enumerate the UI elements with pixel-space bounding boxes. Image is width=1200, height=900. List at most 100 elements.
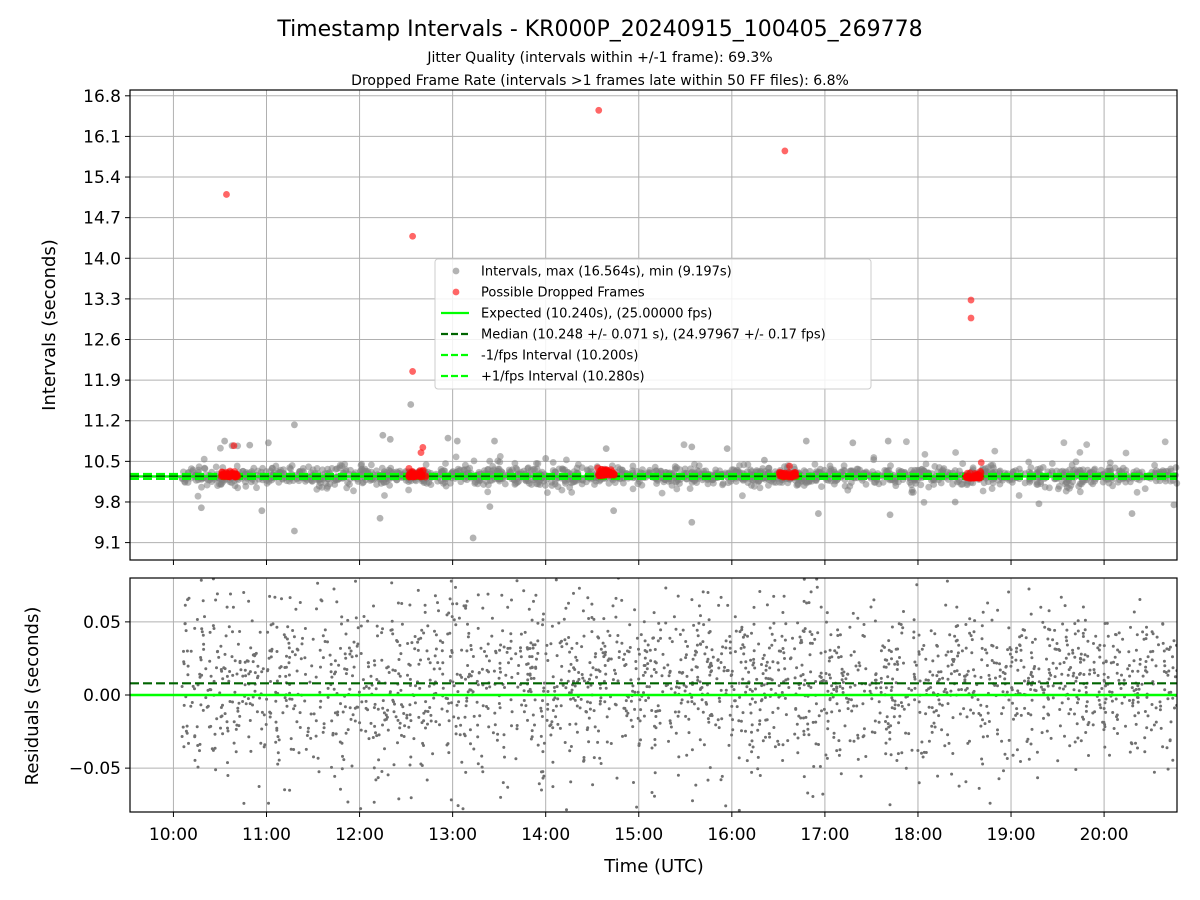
residual-point [798, 635, 802, 639]
residual-point [560, 639, 563, 643]
residual-point [748, 702, 752, 706]
residual-point [710, 712, 713, 716]
residual-point [884, 686, 888, 690]
residual-point [739, 646, 743, 650]
residual-point [584, 710, 588, 713]
interval-point [673, 485, 681, 493]
residual-point [945, 691, 949, 695]
residual-point [1096, 674, 1100, 677]
residual-point [1088, 672, 1091, 676]
residual-point [1130, 742, 1134, 746]
residual-point [733, 615, 737, 619]
residual-point [448, 631, 452, 635]
interval-outlier-point [197, 504, 205, 512]
residual-point [900, 751, 904, 755]
interval-point [216, 480, 223, 488]
dropped-frame-point [405, 473, 413, 481]
residual-point [591, 666, 595, 670]
residual-point [262, 745, 266, 749]
residual-point [955, 669, 959, 673]
residual-point [802, 733, 806, 737]
residual-point [653, 738, 657, 741]
residual-point [835, 689, 839, 693]
residual-point [918, 679, 922, 683]
residual-point [344, 672, 348, 676]
interval-point [1099, 478, 1107, 486]
residual-point [493, 711, 497, 715]
residual-point [596, 635, 600, 639]
residual-point [294, 607, 298, 611]
residual-point [891, 677, 895, 681]
residual-point [633, 608, 637, 612]
residual-point [276, 762, 280, 766]
residual-point [287, 661, 291, 665]
residual-point [514, 757, 518, 761]
residual-point [849, 653, 853, 657]
residual-point [486, 592, 490, 596]
residual-point [937, 698, 941, 702]
residual-point [1096, 646, 1100, 650]
residual-point [957, 784, 961, 788]
residual-point [181, 725, 185, 729]
residual-point [717, 696, 721, 700]
residual-point [184, 629, 188, 633]
residual-point [1012, 717, 1015, 721]
residual-point [436, 601, 439, 605]
residual-point [376, 634, 379, 638]
residual-point [711, 655, 715, 659]
residual-point [437, 609, 440, 613]
residual-point [826, 719, 830, 723]
residual-point [1100, 687, 1104, 690]
residual-point [221, 677, 225, 681]
residual-point [987, 673, 991, 677]
residual-point [392, 763, 396, 767]
residual-point [457, 700, 461, 704]
residual-point [873, 619, 877, 623]
residual-point [994, 676, 997, 680]
interval-point [818, 483, 825, 490]
residual-point [825, 611, 829, 615]
interval-point [533, 460, 540, 467]
residual-point [702, 743, 706, 747]
interval-point [844, 486, 852, 494]
residual-point [1066, 673, 1070, 677]
residual-point [1144, 637, 1148, 641]
residual-point [1003, 677, 1007, 681]
residual-point [1065, 639, 1069, 643]
residual-point [936, 654, 940, 658]
residual-point [355, 654, 358, 658]
residual-point [406, 642, 410, 645]
residual-point [498, 666, 502, 670]
residual-point [441, 686, 445, 690]
residual-point [996, 684, 999, 688]
residual-point [1007, 590, 1011, 594]
residual-point [529, 690, 533, 694]
residual-point [288, 655, 292, 659]
legend-entry-label: Possible Dropped Frames [481, 286, 645, 301]
residual-point [1149, 728, 1153, 732]
residual-point [1116, 648, 1120, 652]
residual-point [1146, 655, 1150, 659]
residual-point [653, 660, 657, 664]
interval-point [921, 451, 929, 458]
residual-point [228, 670, 232, 673]
residual-point [976, 698, 980, 702]
residual-point [339, 702, 342, 706]
residual-point [852, 650, 856, 654]
residual-point [677, 686, 681, 690]
x-tick-label: 17:00 [800, 825, 849, 845]
interval-outlier-point [407, 401, 415, 408]
residual-point [352, 640, 356, 644]
residual-point [856, 757, 860, 761]
residual-point [554, 578, 558, 582]
residual-point [890, 657, 893, 661]
residual-point [900, 631, 904, 635]
residual-point [1084, 709, 1088, 713]
residual-point [693, 653, 697, 657]
residual-point [973, 674, 977, 678]
residual-point [935, 674, 939, 678]
residual-point [892, 715, 896, 719]
residual-point [708, 766, 712, 770]
residual-point [946, 677, 950, 681]
residual-point [832, 735, 836, 739]
